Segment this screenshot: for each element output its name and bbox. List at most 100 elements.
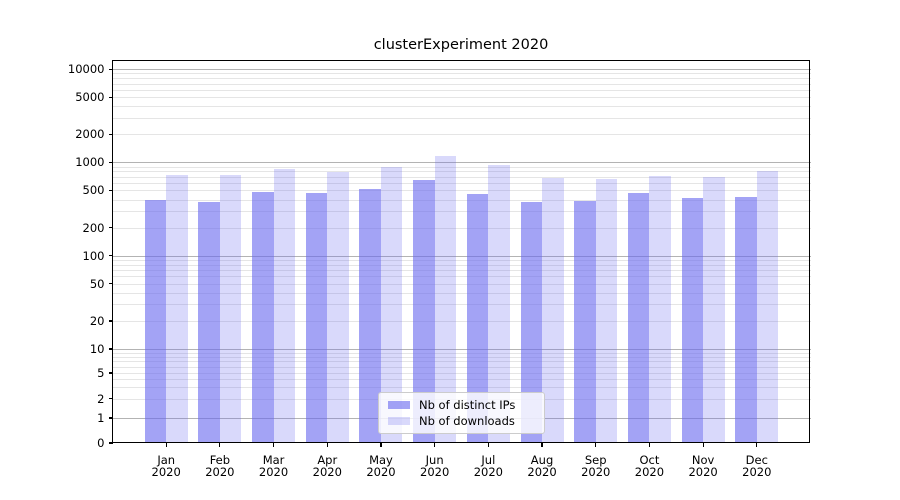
legend: Nb of distinct IPs Nb of downloads (378, 392, 545, 434)
grid-minor-line (112, 227, 811, 229)
legend-row-downloads: Nb of downloads (388, 414, 535, 428)
grid-minor-line (112, 211, 811, 213)
bar-downloads (595, 178, 618, 443)
y-tick-mark (108, 417, 113, 419)
y-tick-label: 20 (89, 313, 105, 328)
bar-downloads (434, 155, 457, 443)
x-tick-mark (541, 443, 543, 447)
bar-downloads (649, 175, 671, 443)
grid-minor-line (112, 73, 811, 75)
grid-minor-line (112, 134, 811, 136)
x-tick-mark (272, 443, 275, 447)
grid-minor-line (112, 356, 811, 358)
bar-downloads (756, 170, 779, 443)
bar-downloads (327, 172, 349, 443)
grid-minor-line (112, 352, 811, 354)
grid-minor-line (112, 387, 811, 389)
y-tick-mark (108, 227, 113, 229)
y-tick-label: 5 (97, 366, 105, 380)
bar-distinct-ips (466, 194, 489, 443)
chart-title: clusterExperiment 2020 (373, 37, 549, 53)
grid-minor-line (112, 276, 811, 278)
bar-distinct-ips (681, 197, 704, 443)
grid-minor-line (112, 373, 811, 374)
x-tick-label: Jan 2020 (151, 453, 181, 479)
grid-minor-line (112, 117, 811, 119)
y-tick-label: 2 (97, 391, 105, 406)
bar-distinct-ips (413, 179, 435, 443)
bar-distinct-ips (144, 199, 167, 443)
y-tick-mark (108, 442, 113, 444)
grid-minor-line (112, 166, 811, 168)
bar-distinct-ips (359, 189, 381, 443)
bar-downloads (380, 167, 403, 443)
y-tick-mark (108, 320, 113, 322)
grid-minor-line (112, 366, 811, 368)
y-tick-mark (108, 348, 113, 350)
y-tick-mark (108, 397, 113, 400)
legend-label-distinct-ips: Nb of distinct IPs (419, 398, 516, 412)
y-tick-label: 50 (89, 276, 105, 291)
bar-distinct-ips (627, 192, 650, 443)
y-tick-label: 500 (82, 183, 105, 198)
grid-minor-line (112, 176, 811, 178)
y-tick-label: 1 (97, 411, 105, 425)
x-tick-mark (380, 443, 382, 447)
x-tick-mark (326, 443, 328, 447)
y-tick-mark (108, 372, 113, 374)
bar-distinct-ips (520, 202, 543, 443)
y-tick-label: 2000 (75, 127, 105, 142)
y-tick-mark (108, 161, 113, 163)
x-tick-mark (648, 443, 650, 447)
grid-major-line (112, 162, 811, 164)
grid-minor-line (112, 78, 811, 80)
y-tick-label: 0 (97, 436, 105, 450)
grid-minor-line (112, 199, 811, 201)
x-tick-label: May 2020 (366, 453, 396, 479)
x-tick-mark (219, 443, 221, 447)
x-tick-label: Sep 2020 (581, 453, 611, 479)
y-tick-label: 1000 (75, 155, 105, 170)
y-tick-label: 10000 (67, 62, 105, 77)
y-tick-mark (108, 96, 113, 98)
grid-major-line (112, 69, 811, 71)
bar-downloads (219, 175, 242, 443)
y-tick-mark (108, 283, 113, 285)
bar-downloads (542, 178, 564, 443)
grid-minor-line (112, 320, 811, 322)
y-tick-label: 5000 (75, 90, 105, 105)
x-tick-label: Feb 2020 (205, 453, 235, 479)
grid-minor-line (112, 270, 811, 272)
grid-minor-line (112, 106, 811, 108)
bar-downloads (166, 175, 188, 443)
legend-row-distinct-ips: Nb of distinct IPs (388, 398, 535, 412)
grid-minor-line (112, 292, 811, 294)
grid-major-line (112, 349, 811, 350)
x-tick-mark (434, 443, 436, 447)
x-tick-label: Dec 2020 (742, 453, 772, 479)
y-tick-mark (108, 68, 113, 70)
grid-minor-line (112, 190, 811, 192)
y-tick-label: 10 (89, 342, 105, 356)
x-tick-mark (487, 443, 489, 447)
grid-minor-line (112, 83, 811, 85)
grid-minor-line (112, 283, 811, 285)
grid-minor-line (112, 264, 811, 266)
x-tick-mark (702, 443, 704, 447)
grid-minor-line (112, 183, 811, 185)
legend-swatch-downloads-icon (388, 417, 410, 425)
x-tick-mark (595, 443, 597, 447)
bar-downloads (273, 168, 296, 443)
bar-downloads (703, 176, 725, 443)
x-tick-label: Jul 2020 (473, 453, 503, 479)
bar-distinct-ips (574, 201, 596, 443)
grid-minor-line (112, 304, 811, 306)
grid-major-line (112, 255, 811, 257)
legend-label-downloads: Nb of downloads (419, 414, 515, 428)
grid-minor-line (112, 171, 811, 173)
x-tick-label: Mar 2020 (258, 453, 289, 479)
x-tick-label: Apr 2020 (312, 453, 342, 479)
x-tick-label: Jun 2020 (420, 453, 450, 479)
grid-minor-line (112, 259, 811, 261)
